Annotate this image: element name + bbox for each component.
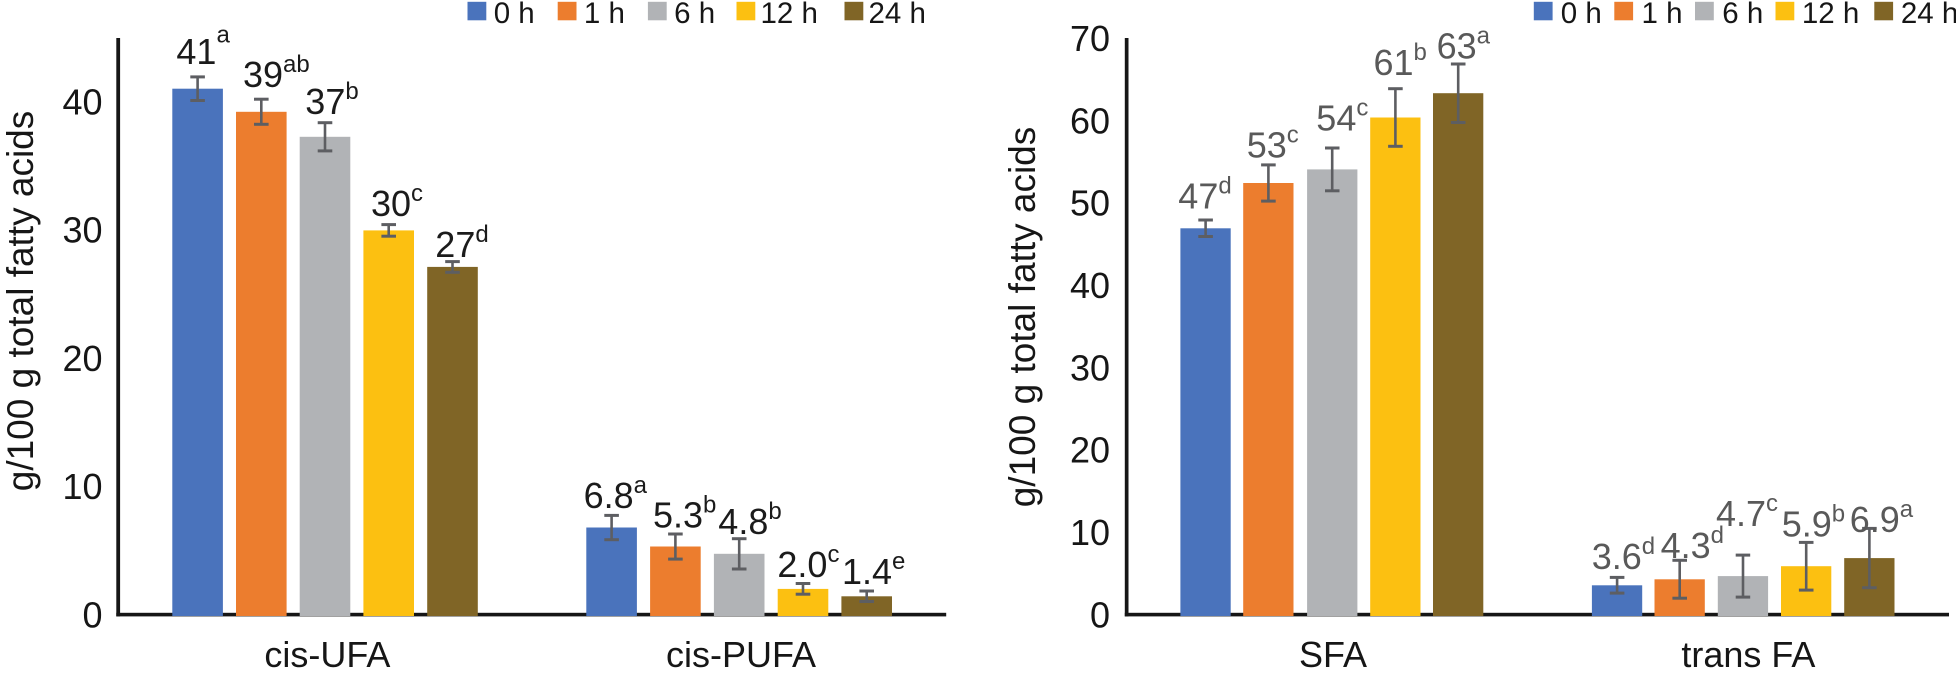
svg-text:0 h: 0 h (1561, 0, 1602, 30)
svg-text:1 h: 1 h (1642, 0, 1683, 30)
svg-text:cis-PUFA: cis-PUFA (666, 634, 816, 669)
svg-text:3.6d: 3.6d (1592, 533, 1655, 577)
svg-text:g/100 g total fatty acids: g/100 g total fatty acids (0, 111, 41, 492)
svg-text:60: 60 (1070, 100, 1110, 141)
svg-text:6 h: 6 h (1722, 0, 1763, 30)
svg-text:50: 50 (1070, 183, 1110, 224)
svg-text:trans FA: trans FA (1681, 634, 1815, 669)
svg-text:1 h: 1 h (584, 0, 625, 30)
svg-text:cis-UFA: cis-UFA (264, 634, 390, 669)
svg-text:20: 20 (62, 338, 102, 379)
svg-text:SFA: SFA (1299, 634, 1367, 669)
svg-text:0 h: 0 h (494, 0, 535, 30)
svg-text:0: 0 (82, 594, 102, 635)
svg-text:0: 0 (1090, 594, 1110, 635)
svg-text:10: 10 (1070, 512, 1110, 553)
svg-text:30: 30 (1070, 347, 1110, 388)
svg-text:g/100 g total fatty acids: g/100 g total fatty acids (1002, 127, 1043, 508)
svg-text:40: 40 (1070, 265, 1110, 306)
svg-text:4.8b: 4.8b (718, 498, 781, 542)
svg-text:12 h: 12 h (1802, 0, 1859, 30)
svg-text:70: 70 (1070, 18, 1110, 59)
svg-text:40: 40 (62, 81, 102, 122)
svg-text:12 h: 12 h (761, 0, 818, 30)
svg-text:10: 10 (62, 466, 102, 507)
svg-text:20: 20 (1070, 430, 1110, 471)
svg-text:30: 30 (62, 210, 102, 251)
svg-text:6 h: 6 h (674, 0, 715, 30)
svg-text:24 h: 24 h (1901, 0, 1956, 30)
svg-text:24 h: 24 h (869, 0, 926, 30)
